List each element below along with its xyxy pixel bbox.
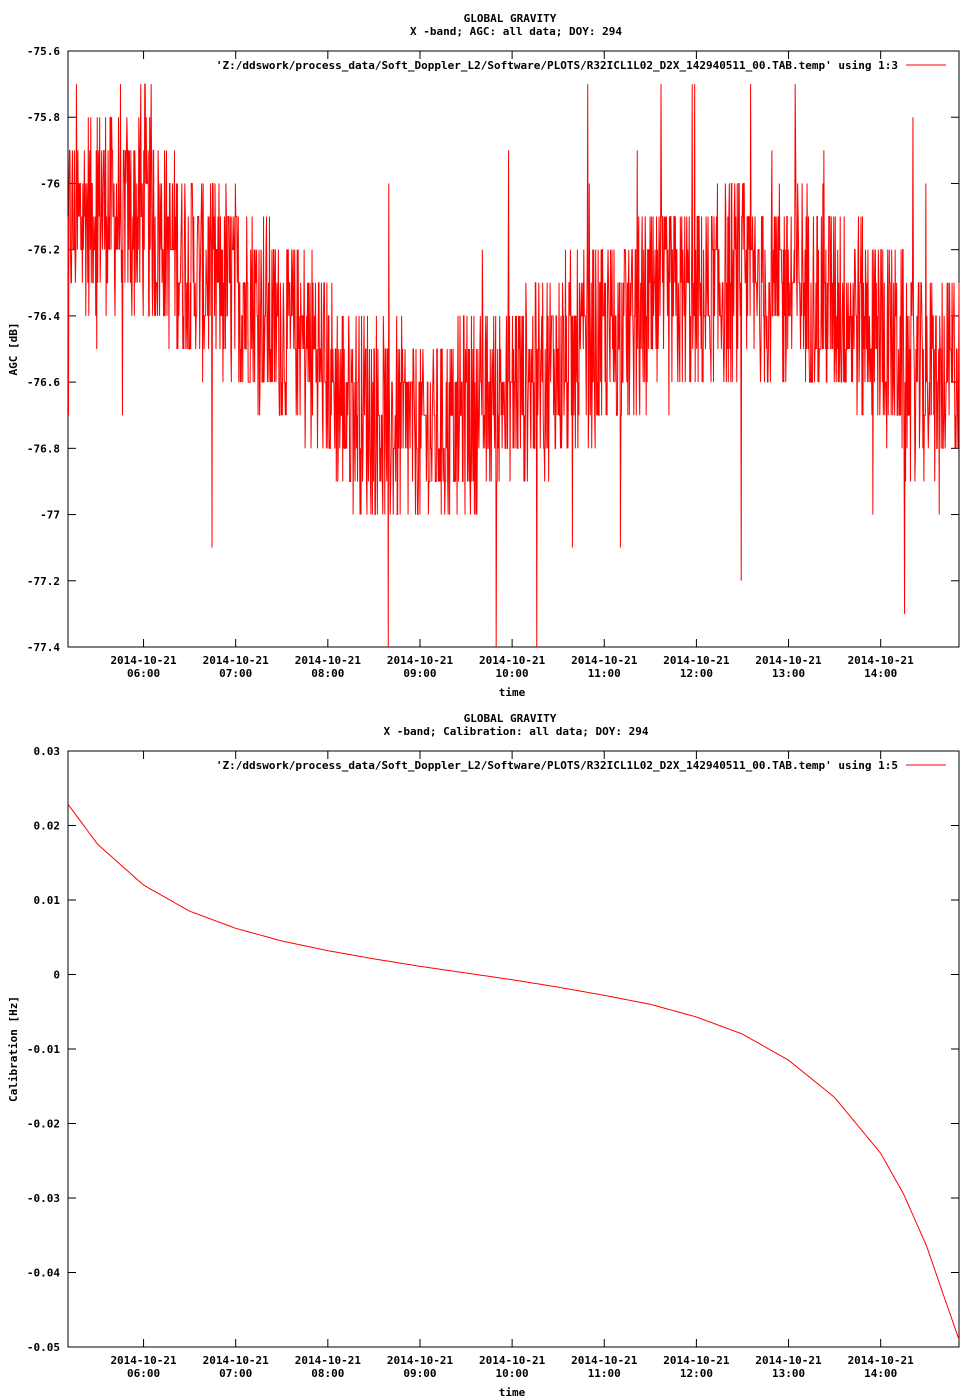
calibration-x-ticks: 2014-10-2106:002014-10-2107:002014-10-21…: [110, 751, 914, 1380]
y-tick-label: -76: [40, 177, 60, 190]
y-tick-label: -0.05: [27, 1341, 60, 1354]
y-tick-label: -0.03: [27, 1192, 60, 1205]
x-tick-date-label: 2014-10-21: [203, 1354, 270, 1367]
y-tick-label: -75.6: [27, 45, 60, 58]
x-tick-time-label: 07:00: [219, 1367, 252, 1380]
y-tick-label: -0.01: [27, 1043, 60, 1056]
calibration-legend-label: 'Z:/ddswork/process_data/Soft_Doppler_L2…: [216, 759, 898, 772]
x-tick-time-label: 13:00: [772, 1367, 805, 1380]
y-tick-label: -0.04: [27, 1267, 60, 1280]
x-tick-time-label: 09:00: [403, 1367, 436, 1380]
x-tick-date-label: 2014-10-21: [663, 1354, 730, 1367]
calibration-chart: GLOBAL GRAVITY X -band; Calibration: all…: [7, 712, 960, 1399]
y-tick-label: -76.8: [27, 442, 60, 455]
x-tick-time-label: 14:00: [864, 667, 897, 680]
x-tick-time-label: 06:00: [127, 1367, 160, 1380]
calibration-chart-subtitle: X -band; Calibration: all data; DOY: 294: [384, 725, 649, 738]
x-tick-date-label: 2014-10-21: [387, 654, 454, 667]
x-tick-date-label: 2014-10-21: [571, 1354, 638, 1367]
x-tick-time-label: 07:00: [219, 667, 252, 680]
y-tick-label: -76.4: [27, 310, 60, 323]
x-tick-date-label: 2014-10-21: [755, 654, 822, 667]
calibration-plot-frame: [67, 750, 960, 1348]
x-tick-time-label: 09:00: [403, 667, 436, 680]
x-tick-time-label: 12:00: [680, 1367, 713, 1380]
x-tick-time-label: 14:00: [864, 1367, 897, 1380]
x-tick-time-label: 13:00: [772, 667, 805, 680]
x-tick-time-label: 11:00: [588, 1367, 621, 1380]
agc-chart-title: GLOBAL GRAVITY: [464, 12, 557, 25]
x-tick-date-label: 2014-10-21: [848, 654, 915, 667]
calibration-series-line: [67, 804, 960, 1340]
agc-series-line: [67, 83, 960, 648]
x-tick-date-label: 2014-10-21: [110, 1354, 177, 1367]
x-tick-time-label: 11:00: [588, 667, 621, 680]
x-tick-date-label: 2014-10-21: [479, 1354, 546, 1367]
calibration-x-axis-label: time: [499, 1386, 526, 1399]
x-tick-time-label: 06:00: [127, 667, 160, 680]
y-tick-label: -77: [40, 509, 60, 522]
x-tick-time-label: 10:00: [496, 667, 529, 680]
agc-x-ticks: 2014-10-2106:002014-10-2107:002014-10-21…: [110, 51, 914, 680]
y-tick-label: 0: [53, 969, 60, 982]
agc-y-axis-label: AGC [dB]: [7, 323, 20, 376]
x-tick-date-label: 2014-10-21: [848, 1354, 915, 1367]
calibration-y-axis-label: Calibration [Hz]: [7, 996, 20, 1102]
x-tick-date-label: 2014-10-21: [295, 1354, 362, 1367]
y-tick-label: -77.4: [27, 641, 60, 654]
y-tick-label: -77.2: [27, 575, 60, 588]
y-tick-label: -75.8: [27, 111, 60, 124]
y-tick-label: -0.02: [27, 1118, 60, 1131]
agc-chart: GLOBAL GRAVITY X -band; AGC: all data; D…: [7, 12, 960, 699]
agc-legend-label: 'Z:/ddswork/process_data/Soft_Doppler_L2…: [216, 59, 898, 72]
x-tick-date-label: 2014-10-21: [203, 654, 270, 667]
y-tick-label: 0.02: [34, 820, 61, 833]
y-tick-label: 0.01: [34, 894, 61, 907]
x-tick-date-label: 2014-10-21: [571, 654, 638, 667]
agc-x-axis-label: time: [499, 686, 526, 699]
x-tick-date-label: 2014-10-21: [387, 1354, 454, 1367]
y-tick-label: 0.03: [34, 745, 61, 758]
x-tick-date-label: 2014-10-21: [755, 1354, 822, 1367]
x-tick-date-label: 2014-10-21: [663, 654, 730, 667]
x-tick-date-label: 2014-10-21: [295, 654, 362, 667]
x-tick-date-label: 2014-10-21: [479, 654, 546, 667]
x-tick-date-label: 2014-10-21: [110, 654, 177, 667]
x-tick-time-label: 12:00: [680, 667, 713, 680]
calibration-y-ticks: 0.03 0.02 0.01 0 -0.01 -0.02 -0.03 -0.04 -0.05: [27, 745, 959, 1354]
x-tick-time-label: 08:00: [311, 1367, 344, 1380]
y-tick-label: -76.6: [27, 376, 60, 389]
x-tick-time-label: 08:00: [311, 667, 344, 680]
calibration-chart-title: GLOBAL GRAVITY: [464, 712, 557, 725]
x-tick-time-label: 10:00: [496, 1367, 529, 1380]
agc-chart-subtitle: X -band; AGC: all data; DOY: 294: [410, 25, 622, 38]
y-tick-label: -76.2: [27, 244, 60, 257]
